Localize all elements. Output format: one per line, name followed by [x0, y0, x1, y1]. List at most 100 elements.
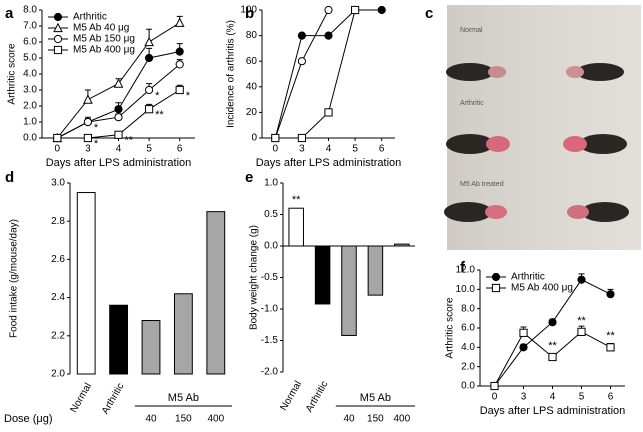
- paw: [581, 202, 629, 222]
- paw: [567, 205, 589, 219]
- legend-label: M5 Ab 400 μg: [73, 45, 135, 56]
- marker: [114, 113, 123, 122]
- dose-label: 40: [343, 414, 355, 425]
- y-tick-label: 4.0: [461, 342, 475, 353]
- y-tick-label: 1.0: [264, 178, 278, 189]
- series-line: [274, 9, 329, 139]
- x-tick-label: 4: [326, 144, 332, 155]
- x-tick-label: 0: [55, 144, 61, 155]
- marker: [577, 327, 586, 336]
- paw: [488, 66, 506, 78]
- marker: [377, 5, 386, 15]
- paw: [446, 63, 494, 81]
- marker: [606, 290, 615, 299]
- photo-label: Arthritic: [460, 100, 484, 107]
- legend-label: M5 Ab 40 μg: [73, 23, 129, 34]
- series-line: [57, 51, 180, 139]
- y-tick-label: 0.0: [23, 133, 37, 144]
- x-tick-label: 5: [146, 144, 152, 155]
- marker: [174, 17, 185, 27]
- marker: [175, 60, 184, 69]
- significance: *: [94, 122, 99, 134]
- paw: [563, 136, 587, 152]
- marker: [271, 133, 280, 143]
- series-line: [494, 279, 611, 387]
- y-tick-label: 0.5: [264, 209, 278, 220]
- paw: [576, 63, 624, 81]
- y-tick-label: 20: [246, 107, 258, 118]
- y-tick-label: 2.0: [51, 369, 65, 380]
- y-tick-label: 0.0: [264, 241, 278, 252]
- legend-label: Arthritic: [511, 272, 545, 283]
- significance: **: [125, 135, 134, 147]
- x-tick-label: 0: [492, 392, 498, 403]
- x-tick-label: 5: [579, 392, 585, 403]
- bar: [341, 245, 357, 336]
- marker: [606, 343, 615, 352]
- x-tick-label: 6: [177, 144, 183, 155]
- paw: [444, 202, 492, 222]
- bar: [173, 293, 193, 375]
- marker: [324, 108, 333, 117]
- y-tick-label: -1.5: [261, 335, 279, 346]
- y-tick-label: 8.0: [461, 303, 475, 314]
- x-tick-label: 3: [299, 144, 305, 155]
- paw: [485, 205, 507, 219]
- y-tick-label: 60: [246, 56, 258, 67]
- x-tick-label: Arthritic: [100, 381, 126, 416]
- y-axis-label: Food intake (g/mouse/day): [9, 219, 20, 338]
- y-tick-label: 40: [246, 81, 258, 92]
- y-tick-label: 10.0: [456, 284, 476, 295]
- legend-label: M5 Ab 400 μg: [511, 283, 573, 294]
- bar: [141, 320, 161, 375]
- marker: [145, 53, 154, 63]
- marker: [114, 130, 123, 139]
- x-tick-label: Normal: [278, 379, 304, 412]
- significance: **: [292, 194, 301, 206]
- y-tick-label: 7.0: [23, 21, 37, 32]
- group-label: M5 Ab: [168, 392, 199, 404]
- x-tick-label: Normal: [68, 381, 94, 414]
- y-axis-label: Arthritic score: [445, 297, 456, 359]
- marker: [114, 105, 123, 114]
- y-tick-label: 2.4: [51, 292, 65, 303]
- x-axis-label: Days after LPS administration: [480, 405, 626, 417]
- dose-label: 150: [367, 414, 384, 425]
- y-tick-label: 6.0: [461, 323, 475, 334]
- y-tick-label: 4.0: [23, 69, 37, 80]
- y-tick-label: 3.0: [51, 178, 65, 189]
- marker: [53, 34, 63, 44]
- x-tick-label: 0: [273, 144, 279, 155]
- y-tick-label: 2.0: [23, 101, 37, 112]
- paw: [446, 134, 494, 154]
- significance: *: [155, 90, 160, 102]
- marker: [324, 5, 333, 15]
- panel-letter: c: [425, 5, 433, 22]
- bar: [314, 245, 331, 305]
- significance: **: [577, 315, 586, 327]
- paw: [566, 66, 584, 78]
- y-tick-label: -2.0: [261, 367, 279, 378]
- marker: [548, 318, 557, 327]
- marker: [297, 133, 306, 143]
- series-line: [274, 9, 382, 139]
- bar: [367, 245, 384, 296]
- y-tick-label: 2.0: [461, 361, 475, 372]
- x-axis-label: Days after LPS administration: [256, 157, 402, 169]
- x-tick-label: 4: [116, 144, 122, 155]
- panel-letter: b: [245, 5, 254, 22]
- marker: [53, 133, 62, 143]
- marker: [53, 45, 63, 55]
- paw: [486, 136, 510, 152]
- bar: [288, 207, 304, 247]
- panel-letter: a: [5, 5, 14, 22]
- y-tick-label: 2.8: [51, 216, 65, 227]
- x-tick-label: 5: [352, 144, 358, 155]
- bar: [76, 192, 96, 375]
- bar: [206, 211, 226, 375]
- panel-letter: e: [245, 169, 253, 186]
- photo-panel: c Normal Arthritic M5 Ab treated: [425, 5, 641, 250]
- significance: *: [186, 90, 191, 102]
- marker: [53, 22, 63, 33]
- significance: **: [155, 109, 164, 121]
